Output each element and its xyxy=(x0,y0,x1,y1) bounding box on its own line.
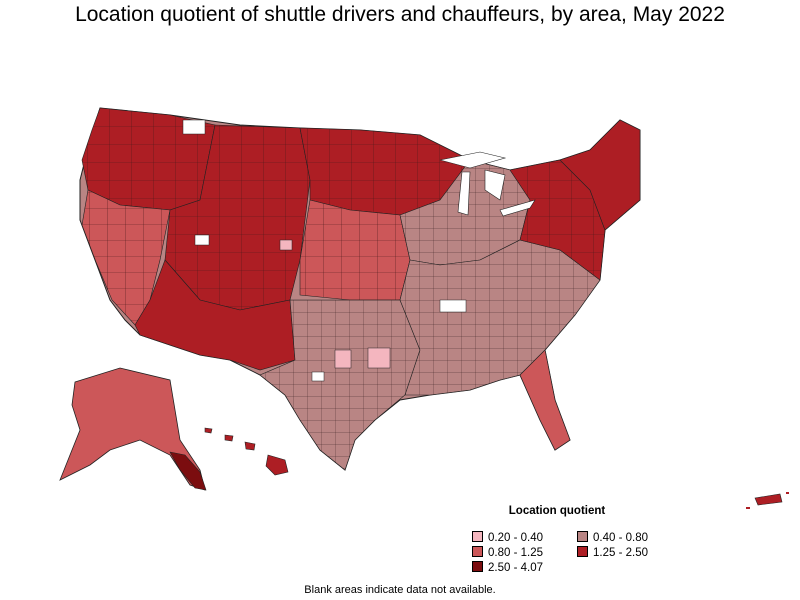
great-lake-erie xyxy=(499,199,536,217)
no-data-area xyxy=(194,234,210,246)
virgin-islands xyxy=(786,492,789,494)
hawaii-island xyxy=(244,441,256,451)
lq-0.20-0.40-area xyxy=(279,239,293,251)
no-data-area xyxy=(182,119,206,135)
legend-item: 0.80 - 1.25 xyxy=(472,546,543,560)
legend-item: 0.40 - 0.80 xyxy=(577,531,648,545)
legend-item: 2.50 - 4.07 xyxy=(472,561,543,575)
great-lake-huron xyxy=(484,169,506,201)
contiguous-us xyxy=(79,107,641,471)
great-lake-michigan xyxy=(457,171,471,216)
legend-label: 2.50 - 4.07 xyxy=(488,562,543,574)
great-lake-superior xyxy=(439,151,507,169)
hawaii-island xyxy=(265,454,289,476)
legend-swatch xyxy=(472,531,483,542)
no-data-area xyxy=(311,371,325,382)
alaska xyxy=(59,367,206,491)
legend-label: 0.40 - 0.80 xyxy=(593,532,648,544)
legend-swatch xyxy=(577,531,588,542)
region-florida xyxy=(519,349,571,451)
legend-label: 0.20 - 0.40 xyxy=(488,532,543,544)
alaska-southeast-panhandle xyxy=(169,451,207,491)
legend-swatch xyxy=(472,546,483,557)
legend-title: Location quotient xyxy=(508,505,606,517)
lq-0.20-0.40-area xyxy=(334,349,352,369)
region-new-england xyxy=(559,119,641,231)
region-southeast xyxy=(399,239,601,396)
legend-swatch xyxy=(472,561,483,572)
map-title: Location quotient of shuttle drivers and… xyxy=(75,3,725,26)
legend-label: 1.25 - 2.50 xyxy=(593,547,648,559)
legend-item: 1.25 - 2.50 xyxy=(577,546,648,560)
puerto-rico xyxy=(754,493,783,506)
hawaii xyxy=(204,427,289,476)
hawaii-island xyxy=(204,427,213,434)
legend-swatch xyxy=(577,546,588,557)
hawaii-island xyxy=(224,434,234,442)
footnote: Blank areas indicate data not available. xyxy=(304,584,496,596)
region-central-plains xyxy=(299,199,411,301)
no-data-area xyxy=(439,299,467,313)
lq-0.20-0.40-area xyxy=(367,347,391,369)
legend-label: 0.80 - 1.25 xyxy=(488,547,543,559)
virgin-islands xyxy=(746,507,750,509)
legend-item: 0.20 - 0.40 xyxy=(472,531,543,545)
